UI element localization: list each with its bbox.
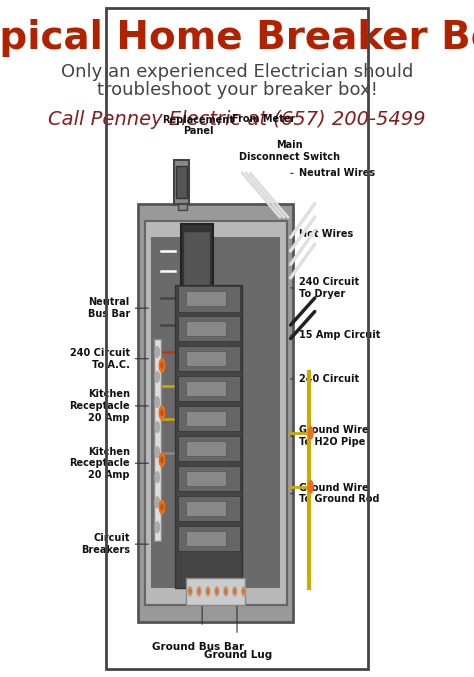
Bar xyxy=(178,286,240,311)
Circle shape xyxy=(161,504,163,510)
Circle shape xyxy=(189,588,191,594)
Text: 240 Circuit
To A.C.: 240 Circuit To A.C. xyxy=(70,348,148,370)
Text: Neutral Wires: Neutral Wires xyxy=(291,169,375,178)
Circle shape xyxy=(206,586,210,596)
Bar xyxy=(186,531,226,546)
Circle shape xyxy=(308,427,313,439)
Bar xyxy=(178,436,240,461)
Circle shape xyxy=(155,347,159,357)
Bar xyxy=(186,578,245,605)
Bar xyxy=(186,471,226,486)
Circle shape xyxy=(225,588,227,594)
Bar xyxy=(178,406,240,431)
Circle shape xyxy=(242,586,246,596)
Circle shape xyxy=(234,588,236,594)
Bar xyxy=(186,322,226,336)
Text: Replacement
Panel: Replacement Panel xyxy=(162,114,234,136)
Circle shape xyxy=(188,586,192,596)
Bar xyxy=(183,231,210,284)
Circle shape xyxy=(155,472,159,483)
Circle shape xyxy=(197,586,201,596)
Circle shape xyxy=(216,588,218,594)
Bar xyxy=(176,166,187,198)
Circle shape xyxy=(155,447,159,458)
Text: Ground Wire
To H2O Pipe: Ground Wire To H2O Pipe xyxy=(291,425,368,447)
Text: Hot Wires: Hot Wires xyxy=(291,229,353,239)
Text: 15 Amp Circuit: 15 Amp Circuit xyxy=(291,330,380,340)
Bar xyxy=(138,204,293,621)
Circle shape xyxy=(161,410,163,416)
Bar xyxy=(154,338,161,541)
Circle shape xyxy=(233,586,237,596)
Bar xyxy=(178,525,240,551)
Circle shape xyxy=(155,422,159,433)
Text: 240 Circuit: 240 Circuit xyxy=(291,374,359,384)
Bar xyxy=(186,381,226,396)
Bar xyxy=(178,496,240,521)
Text: Circuit
Breakers: Circuit Breakers xyxy=(81,533,148,555)
Bar xyxy=(178,376,240,401)
Text: From Meter: From Meter xyxy=(232,114,295,124)
Circle shape xyxy=(308,481,313,493)
Circle shape xyxy=(159,406,164,420)
Bar xyxy=(174,160,189,204)
Text: Only an experienced Electrician should: Only an experienced Electrician should xyxy=(61,63,413,81)
Text: Main
Disconnect Switch: Main Disconnect Switch xyxy=(239,140,340,162)
Circle shape xyxy=(155,372,159,383)
Circle shape xyxy=(243,588,245,594)
Text: Ground Lug: Ground Lug xyxy=(204,650,273,660)
Bar xyxy=(181,224,213,291)
Text: 240 Circuit
To Dryer: 240 Circuit To Dryer xyxy=(291,277,359,299)
Bar xyxy=(145,221,287,605)
Text: Ground Wire
To Ground Rod: Ground Wire To Ground Rod xyxy=(291,483,379,504)
Bar xyxy=(186,291,226,306)
Circle shape xyxy=(159,453,164,466)
Circle shape xyxy=(159,500,164,514)
Bar xyxy=(178,180,187,211)
Bar xyxy=(186,441,226,456)
Text: Neutral
Bus Bar: Neutral Bus Bar xyxy=(88,297,148,319)
Bar xyxy=(151,238,280,588)
Bar xyxy=(186,351,226,366)
Bar xyxy=(178,466,240,492)
Bar xyxy=(178,316,240,341)
Text: Call Penney Electric at (657) 200-5499: Call Penney Electric at (657) 200-5499 xyxy=(48,110,426,129)
Text: Kitchen
Receptacle
20 Amp: Kitchen Receptacle 20 Amp xyxy=(69,447,148,480)
Circle shape xyxy=(198,588,200,594)
Bar xyxy=(178,346,240,372)
Text: Kitchen
Receptacle
20 Amp: Kitchen Receptacle 20 Amp xyxy=(69,389,148,422)
Circle shape xyxy=(155,522,159,533)
Circle shape xyxy=(155,397,159,408)
Bar xyxy=(186,411,226,426)
Circle shape xyxy=(215,586,219,596)
Circle shape xyxy=(207,588,209,594)
Circle shape xyxy=(155,497,159,508)
Circle shape xyxy=(159,359,164,372)
Text: troubleshoot your breaker box!: troubleshoot your breaker box! xyxy=(97,81,377,100)
Text: Ground Bus Bar: Ground Bus Bar xyxy=(152,642,244,652)
Circle shape xyxy=(224,586,228,596)
Circle shape xyxy=(161,457,163,462)
Text: Typical Home Breaker Box: Typical Home Breaker Box xyxy=(0,20,474,58)
Circle shape xyxy=(161,363,163,368)
Bar xyxy=(186,501,226,516)
Bar xyxy=(175,284,242,588)
